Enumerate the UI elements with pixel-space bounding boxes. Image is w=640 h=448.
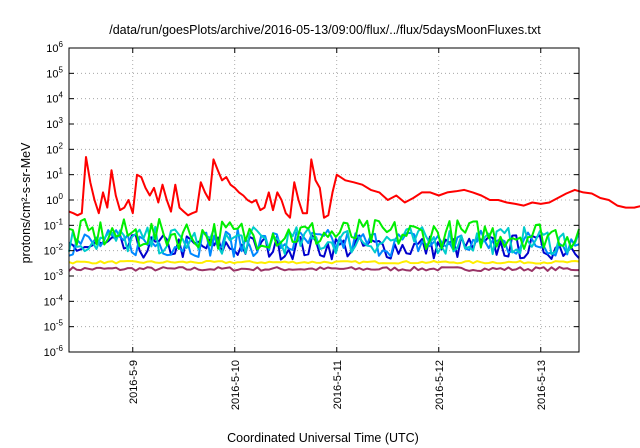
y-tick-label: 10-3 <box>44 268 64 283</box>
x-tick-label: 2016-5-9 <box>128 360 140 404</box>
series-line-red <box>68 156 640 219</box>
y-tick-label: 105 <box>46 65 63 80</box>
y-axis: 106 105 104 103 102 101 100 10-1 10-2 10-3 10-4 10-… <box>44 40 579 359</box>
series-line <box>68 260 580 265</box>
y-tick-label: 101 <box>46 167 63 182</box>
y-tick-label: 10-6 <box>44 344 64 359</box>
y-tick-label: 102 <box>46 141 63 156</box>
series-line <box>68 228 580 258</box>
series-line <box>68 218 580 251</box>
y-axis-label: protons/cm²-s-sr-MeV <box>19 142 33 264</box>
y-tick-label: 10-4 <box>44 293 64 308</box>
y-tick-label: 104 <box>46 91 63 106</box>
grid <box>69 48 579 352</box>
y-tick-label: 100 <box>46 192 63 207</box>
series-line <box>68 265 579 272</box>
y-tick-label: 10-5 <box>44 319 64 334</box>
y-tick-label: 103 <box>46 116 63 131</box>
x-tick-label: 2016-5-11 <box>332 360 344 409</box>
x-tick-label: 2016-5-10 <box>230 360 242 410</box>
x-tick-label: 2016-5-13 <box>536 360 548 410</box>
x-axis-label: Coordinated Universal Time (UTC) <box>227 431 419 445</box>
chart-title: /data/run/goesPlots/archive/2016-05-13/0… <box>109 23 541 37</box>
y-tick-label: 10-1 <box>44 217 64 232</box>
x-axis: 2016-5-9 2016-5-10 2016-5-11 2016-5-12 2016-… <box>128 48 548 410</box>
y-tick-label: 10-2 <box>44 243 64 258</box>
series-group <box>68 156 640 272</box>
y-tick-label: 106 <box>46 40 63 55</box>
x-tick-label: 2016-5-12 <box>434 360 446 410</box>
